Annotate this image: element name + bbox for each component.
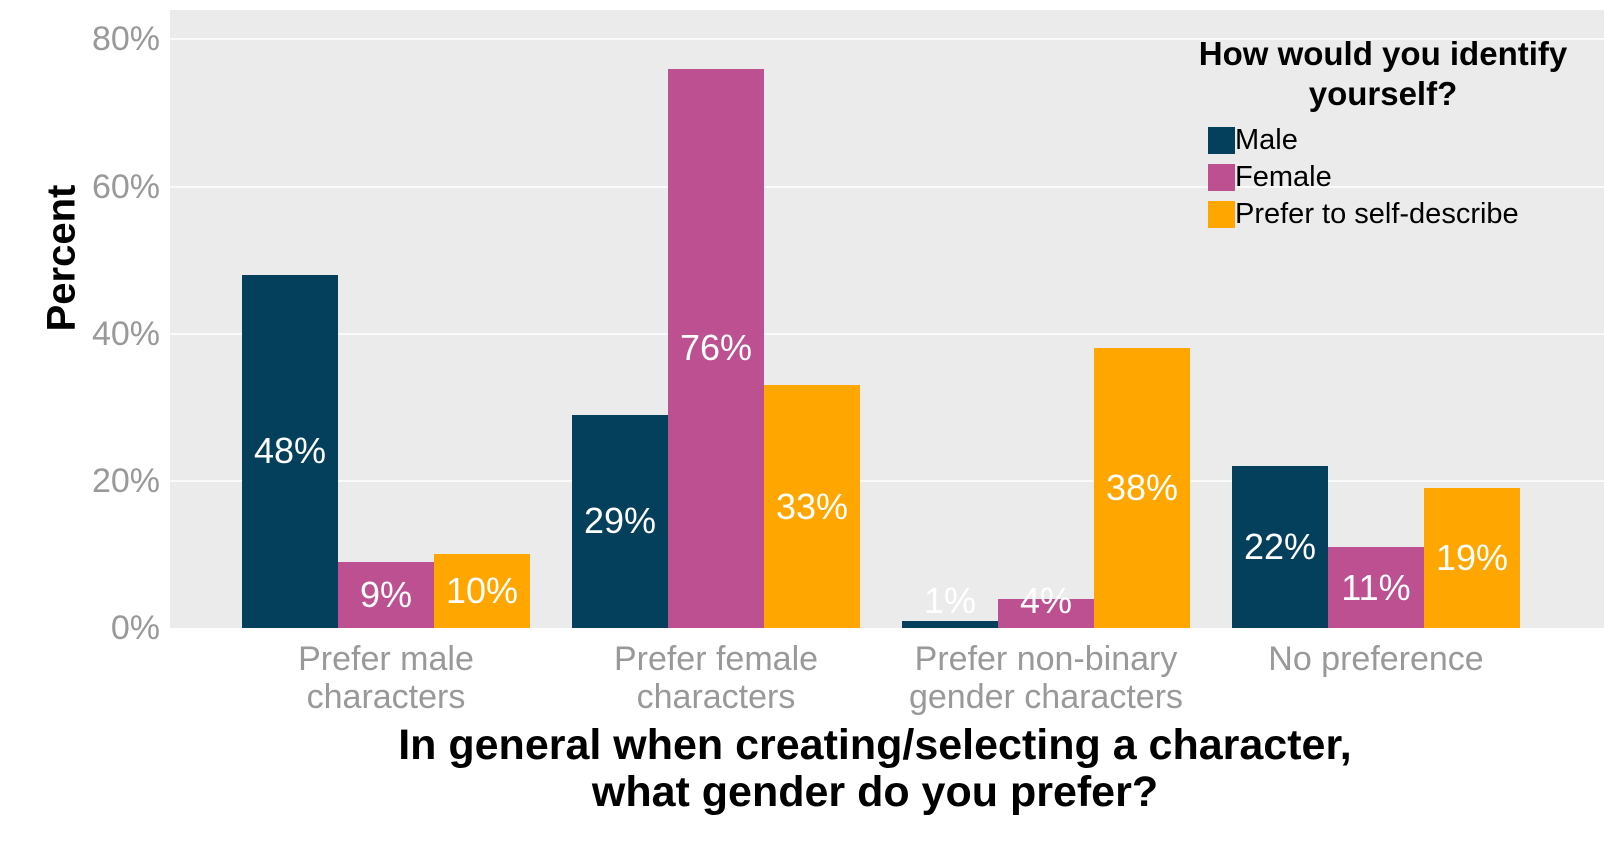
legend-swatch bbox=[1208, 164, 1235, 191]
legend-title: How would you identify yourself? bbox=[1198, 35, 1568, 112]
bar-value-label: 9% bbox=[359, 573, 413, 615]
legend-item: Female bbox=[1208, 159, 1588, 196]
x-tick-label: Prefer non-binary gender characters bbox=[908, 640, 1184, 716]
legend-swatch bbox=[1208, 201, 1235, 228]
bar-group: 1% 4% 38% bbox=[902, 10, 1190, 628]
bar: 10% bbox=[434, 554, 530, 628]
y-tick-label: 0% bbox=[110, 609, 160, 647]
y-axis-tick-labels: 0% 20% 40% 60% 80% bbox=[0, 10, 160, 647]
y-tick-label: 80% bbox=[91, 20, 160, 59]
plot-panel: 48% 9% 10% 29% 76% 33% 1% 4% 38% 22% 11% 19% bbox=[170, 10, 1604, 628]
bar: 19% bbox=[1424, 488, 1520, 628]
legend-items: Male Female Prefer to self-describe bbox=[1208, 122, 1588, 233]
bar-group: 22% 11% 19% bbox=[1232, 10, 1520, 628]
bar-value-label: 11% bbox=[1341, 566, 1411, 608]
bar-value-label: 33% bbox=[775, 485, 849, 527]
bar: 4% bbox=[998, 580, 1094, 628]
y-tick-label: 40% bbox=[91, 314, 160, 353]
y-tick-label: 20% bbox=[91, 461, 160, 500]
bar-group: 29% 76% 33% bbox=[572, 10, 860, 628]
bar-value-label: 19% bbox=[1435, 537, 1509, 579]
legend: How would you identify yourself? Male Fem… bbox=[1178, 34, 1588, 233]
bar: 11% bbox=[1328, 547, 1424, 628]
x-tick-label: Prefer male characters bbox=[298, 640, 474, 716]
gridline bbox=[170, 38, 1604, 41]
bar-value-label: 4% bbox=[1019, 580, 1073, 621]
bar: 76% bbox=[668, 68, 764, 628]
bar: 33% bbox=[764, 385, 860, 628]
bar: 38% bbox=[1094, 348, 1190, 628]
bar: 29% bbox=[572, 414, 668, 628]
bar: 9% bbox=[338, 561, 434, 628]
bar-value-label: 76% bbox=[679, 327, 753, 369]
legend-item-label: Male bbox=[1235, 124, 1298, 156]
bar-value-label: 1% bbox=[923, 580, 977, 621]
x-tick-label: Prefer female characters bbox=[613, 640, 819, 716]
x-axis-tick-labels: Prefer male characters Prefer female char… bbox=[0, 640, 1604, 720]
bar: 22% bbox=[1232, 466, 1328, 628]
bar: 1% bbox=[902, 580, 998, 628]
legend-item-label: Female bbox=[1235, 161, 1332, 193]
legend-swatch bbox=[1208, 127, 1235, 154]
x-tick-label: No preference bbox=[1268, 640, 1484, 678]
bar-value-label: 48% bbox=[253, 430, 327, 472]
legend-item: Prefer to self-describe bbox=[1208, 196, 1588, 233]
bar-group: 48% 9% 10% bbox=[242, 10, 530, 628]
gridline bbox=[170, 479, 1604, 482]
bar-value-label: 29% bbox=[583, 500, 657, 542]
legend-item: Male bbox=[1208, 122, 1588, 159]
legend-item-label: Prefer to self-describe bbox=[1235, 198, 1519, 230]
gridline bbox=[170, 332, 1604, 335]
gridline bbox=[170, 185, 1604, 188]
y-tick-label: 60% bbox=[91, 167, 160, 206]
bar-value-label: 22% bbox=[1243, 526, 1317, 568]
bar-value-label: 38% bbox=[1105, 467, 1179, 509]
bar: 48% bbox=[242, 274, 338, 628]
x-axis-title: In general when creating/selecting a cha… bbox=[398, 721, 1352, 816]
bar-value-label: 10% bbox=[445, 570, 519, 612]
